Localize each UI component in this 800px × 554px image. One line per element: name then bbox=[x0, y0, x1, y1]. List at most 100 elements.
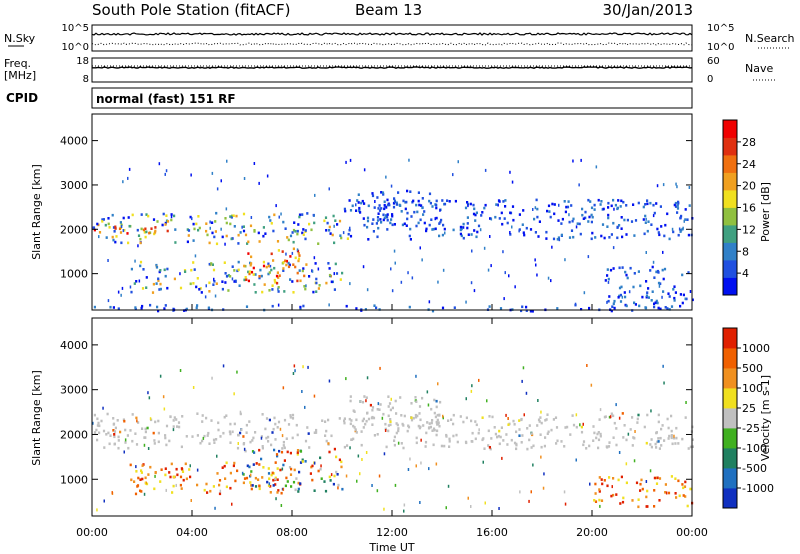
scatter-cell bbox=[96, 417, 99, 421]
freq-strip: Freq. [MHz] 18 8 Nave 60 0 bbox=[4, 56, 775, 85]
scatter-cell bbox=[247, 270, 250, 274]
scatter-cell bbox=[653, 489, 656, 492]
scatter-cell bbox=[193, 268, 196, 271]
scatter-cell bbox=[664, 306, 667, 309]
scatter-cell bbox=[359, 211, 362, 214]
scatter-cell bbox=[154, 229, 157, 233]
scatter-cell bbox=[622, 496, 625, 500]
scatter-cell bbox=[606, 274, 609, 277]
scatter-cell bbox=[275, 274, 279, 278]
scatter-cell bbox=[584, 210, 587, 214]
scatter-cell bbox=[179, 272, 181, 276]
scatter-cell bbox=[682, 293, 685, 297]
scatter-cell bbox=[202, 436, 205, 440]
scatter-cell bbox=[208, 290, 211, 293]
scatter-cell bbox=[467, 233, 470, 236]
scatter-cell bbox=[162, 212, 165, 216]
power-colorbar-label: Power [dB] bbox=[759, 182, 772, 242]
scatter-cell bbox=[513, 441, 517, 445]
scatter-cell bbox=[691, 438, 694, 441]
scatter-cell bbox=[394, 483, 397, 487]
scatter-cell bbox=[272, 427, 275, 431]
scatter-cell bbox=[108, 226, 111, 229]
scatter-cell bbox=[390, 218, 393, 221]
scatter-cell bbox=[575, 425, 578, 429]
scatter-cell bbox=[297, 481, 300, 485]
scatter-cell bbox=[164, 304, 167, 307]
scatter-cell bbox=[470, 389, 473, 393]
scatter-cell bbox=[292, 240, 295, 244]
scatter-cell bbox=[598, 490, 601, 493]
scatter-cell bbox=[379, 403, 382, 406]
scatter-cell bbox=[580, 425, 583, 429]
scatter-cell bbox=[179, 286, 183, 290]
scatter-cell bbox=[275, 497, 277, 501]
scatter-cell bbox=[459, 225, 462, 229]
scatter-cell bbox=[385, 445, 388, 449]
scatter-cell bbox=[474, 437, 477, 441]
scatter-cell bbox=[597, 198, 600, 202]
scatter-cell bbox=[556, 307, 559, 310]
scatter-cell bbox=[439, 400, 442, 404]
scatter-cell bbox=[349, 395, 352, 398]
scatter-cell bbox=[429, 201, 432, 205]
scatter-cell bbox=[267, 264, 270, 268]
scatter-cell bbox=[410, 402, 413, 405]
scatter-cell bbox=[625, 462, 628, 466]
scatter-cell bbox=[659, 307, 662, 311]
scatter-cell bbox=[220, 179, 222, 183]
scatter-cell bbox=[350, 419, 353, 422]
scatter-cell bbox=[229, 422, 232, 426]
scatter-cell bbox=[126, 232, 129, 235]
scatter-cell bbox=[371, 423, 374, 426]
scatter-cell bbox=[349, 282, 351, 286]
scatter-cell bbox=[249, 263, 252, 267]
freq-tick-top: 18 bbox=[76, 56, 89, 67]
scatter-cell bbox=[313, 461, 316, 465]
scatter-cell bbox=[236, 469, 239, 473]
scatter-cell bbox=[679, 230, 682, 233]
scatter-cell bbox=[296, 279, 299, 283]
scatter-cell bbox=[450, 418, 453, 421]
scatter-cell bbox=[383, 216, 386, 220]
scatter-cell bbox=[169, 475, 172, 479]
scatter-cell bbox=[254, 476, 257, 480]
scatter-cell bbox=[299, 482, 302, 485]
scatter-cell bbox=[592, 425, 595, 428]
scatter-cell bbox=[582, 217, 585, 220]
scatter-cell bbox=[296, 229, 299, 233]
scatter-cell bbox=[105, 236, 108, 239]
colorbar-segment bbox=[723, 368, 737, 389]
scatter-cell bbox=[472, 203, 475, 207]
scatter-cell bbox=[423, 210, 426, 213]
scatter-cell bbox=[302, 267, 305, 270]
scatter-cell bbox=[377, 212, 380, 215]
scatter-cell bbox=[505, 433, 508, 436]
scatter-cell bbox=[338, 219, 342, 223]
scatter-cell bbox=[483, 246, 486, 250]
scatter-cell bbox=[308, 275, 311, 278]
scatter-cell bbox=[393, 200, 397, 204]
scatter-cell bbox=[209, 226, 211, 230]
scatter-cell bbox=[351, 204, 354, 208]
scatter-cell bbox=[398, 203, 401, 207]
scatter-cell bbox=[659, 205, 662, 208]
scatter-cell bbox=[158, 270, 161, 274]
scatter-cell bbox=[282, 220, 285, 224]
scatter-cell bbox=[429, 425, 432, 429]
scatter-cell bbox=[201, 420, 204, 423]
scatter-cell bbox=[198, 226, 201, 230]
scatter-cell bbox=[229, 222, 232, 226]
scatter-cell bbox=[410, 418, 414, 422]
scatter-cell bbox=[229, 275, 232, 278]
scatter-cell bbox=[289, 255, 292, 258]
power-ylabel: Slant Range [km] bbox=[30, 164, 43, 260]
scatter-cell bbox=[578, 183, 580, 187]
scatter-cell bbox=[509, 233, 512, 236]
scatter-cell bbox=[590, 206, 594, 210]
scatter-cell bbox=[504, 205, 507, 208]
scatter-cell bbox=[470, 419, 473, 423]
scatter-cell bbox=[504, 199, 507, 202]
scatter-cell bbox=[122, 229, 125, 233]
scatter-cell bbox=[280, 491, 283, 495]
